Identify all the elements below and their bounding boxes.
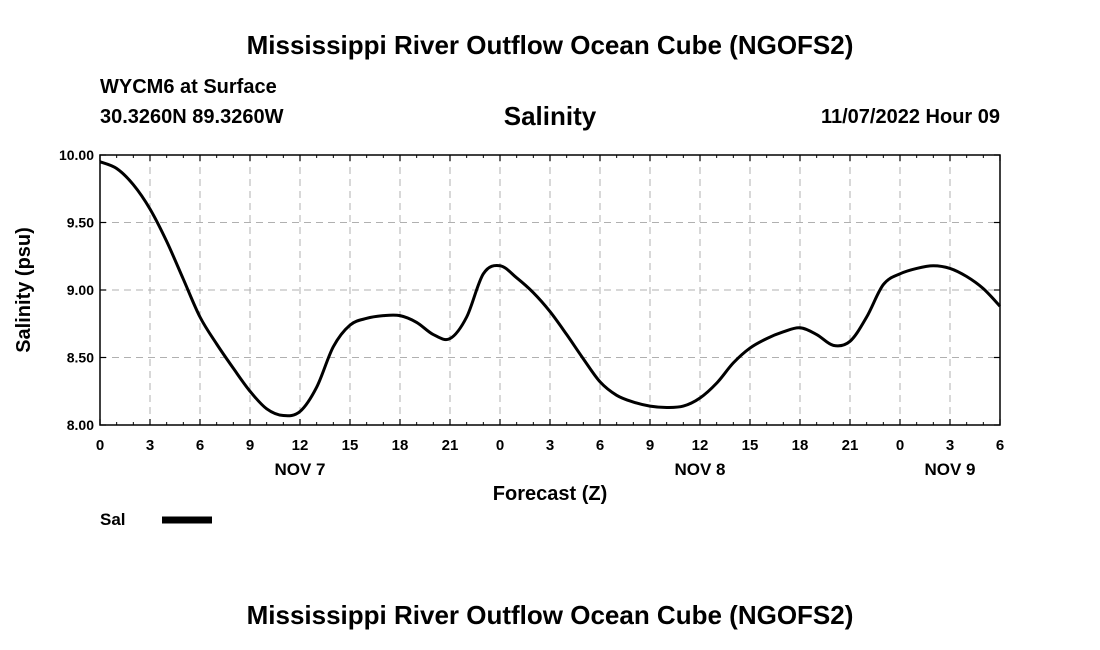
x-tick-label: 15 xyxy=(742,437,759,454)
x-tick-label: 15 xyxy=(342,437,359,454)
series-line-sal xyxy=(99,160,1002,418)
x-tick-label: 3 xyxy=(546,437,554,454)
y-tick-label: 8.00 xyxy=(67,417,94,433)
chart-subtitle: Salinity xyxy=(503,101,597,131)
x-tick-label: 9 xyxy=(246,437,254,454)
day-label: NOV 7 xyxy=(274,460,325,479)
series-layer xyxy=(99,160,1002,418)
y-axis-title: Salinity (psu) xyxy=(13,227,35,353)
day-label: NOV 9 xyxy=(924,460,975,479)
y-tick-label: 10.00 xyxy=(59,147,94,163)
station-coordinates: 30.3260N 89.3260W xyxy=(100,106,284,128)
labels-layer: 0 3 6 9 12 15 18 21 0 3 6 9 12 15 18 21 0 3 6 8.00 8.50 9.00 9… xyxy=(59,147,1004,479)
y-tick-label: 8.50 xyxy=(67,350,94,366)
x-tick-label: 3 xyxy=(146,437,154,454)
x-tick-label: 18 xyxy=(792,437,809,454)
legend: Sal xyxy=(100,510,212,529)
chart-title-main: Mississippi River Outflow Ocean Cube (NG… xyxy=(246,30,854,60)
legend-label: Sal xyxy=(100,510,126,529)
y-tick-label: 9.00 xyxy=(67,282,94,298)
x-tick-label: 0 xyxy=(896,437,904,454)
x-tick-label: 0 xyxy=(496,437,504,454)
x-tick-label: 21 xyxy=(842,437,859,454)
x-tick-label: 6 xyxy=(596,437,604,454)
x-tick-label: 3 xyxy=(946,437,954,454)
x-tick-label: 6 xyxy=(196,437,204,454)
x-tick-label: 0 xyxy=(96,437,104,454)
x-tick-label: 12 xyxy=(292,437,309,454)
day-label: NOV 8 xyxy=(674,460,725,479)
station-label: WYCM6 at Surface xyxy=(100,76,277,98)
x-tick-label: 9 xyxy=(646,437,654,454)
x-tick-label: 18 xyxy=(392,437,409,454)
y-tick-label: 9.50 xyxy=(67,215,94,231)
x-tick-label: 6 xyxy=(996,437,1004,454)
grid-layer xyxy=(100,155,1000,425)
footer-title: Mississippi River Outflow Ocean Cube (NG… xyxy=(246,600,854,630)
x-tick-label: 12 xyxy=(692,437,709,454)
x-axis-title: Forecast (Z) xyxy=(493,483,607,505)
x-tick-label: 21 xyxy=(442,437,459,454)
ticks-layer xyxy=(99,154,1001,426)
forecast-datetime: 11/07/2022 Hour 09 xyxy=(820,106,1000,128)
